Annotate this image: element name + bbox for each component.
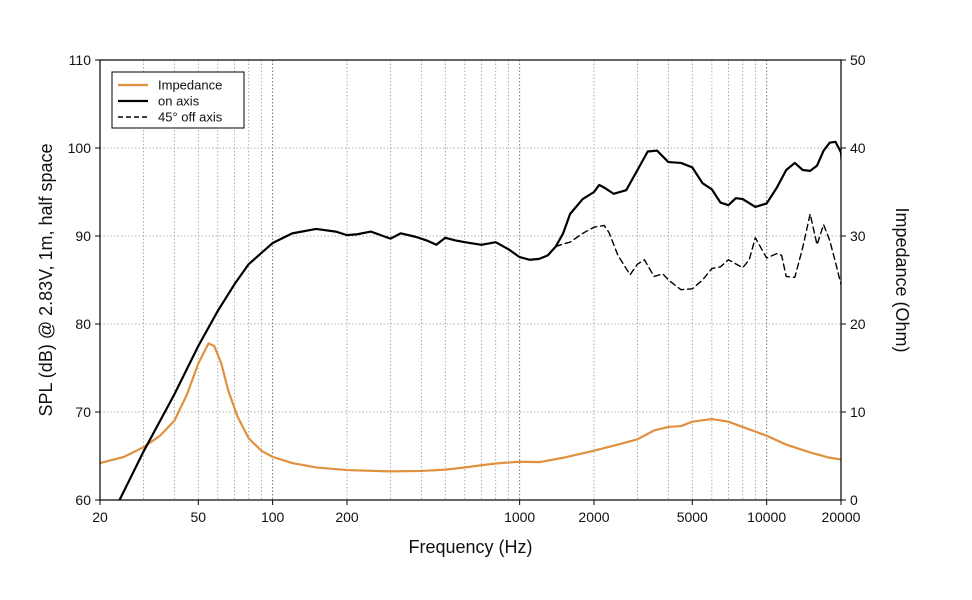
x-tick-label: 20 <box>92 509 108 525</box>
plot-frame <box>99 59 842 501</box>
y2-tick-label: 0 <box>850 492 858 508</box>
y-tick-label: 80 <box>75 316 91 332</box>
right-axis-ticks: 0 10 20 30 40 50 <box>841 52 866 508</box>
series-line-1 <box>118 140 841 500</box>
y2-tick-label: 30 <box>850 228 866 244</box>
series-line-0 <box>100 342 841 473</box>
y-axis-title: SPL (dB) @ 2.83V, 1m, half space <box>36 143 56 416</box>
legend-label: 45° off axis <box>158 110 223 125</box>
legend-label: on axis <box>158 94 200 109</box>
series-layer <box>100 140 841 500</box>
y-tick-label: 90 <box>75 228 91 244</box>
y-tick-label: 60 <box>75 492 91 508</box>
left-axis-ticks: 60 70 80 90 100 110 <box>68 52 100 508</box>
y-tick-label: 70 <box>75 404 91 420</box>
legend-label: Impedance <box>158 78 222 93</box>
x-tick-label: 200 <box>335 509 359 525</box>
x-tick-label: 20000 <box>822 509 861 525</box>
y2-tick-label: 20 <box>850 316 866 332</box>
series-line-2 <box>555 213 841 291</box>
x-tick-label: 2000 <box>578 509 609 525</box>
y2-tick-label: 50 <box>850 52 866 68</box>
x-tick-label: 10000 <box>747 509 786 525</box>
y-tick-label: 110 <box>69 52 92 68</box>
bottom-axis-ticks: 20 50 100 200 1000 2000 5000 10000 20000 <box>92 500 861 525</box>
x-tick-label: 5000 <box>677 509 708 525</box>
y-tick-label: 100 <box>68 140 92 156</box>
x-tick-label: 1000 <box>504 509 535 525</box>
y2-axis-title: Impedance (Ohm) <box>892 207 912 352</box>
x-tick-label: 100 <box>261 509 285 525</box>
y2-tick-label: 10 <box>850 404 866 420</box>
y2-tick-label: 40 <box>850 140 866 156</box>
x-tick-label: 50 <box>191 509 207 525</box>
x-axis-title: Frequency (Hz) <box>408 537 532 557</box>
